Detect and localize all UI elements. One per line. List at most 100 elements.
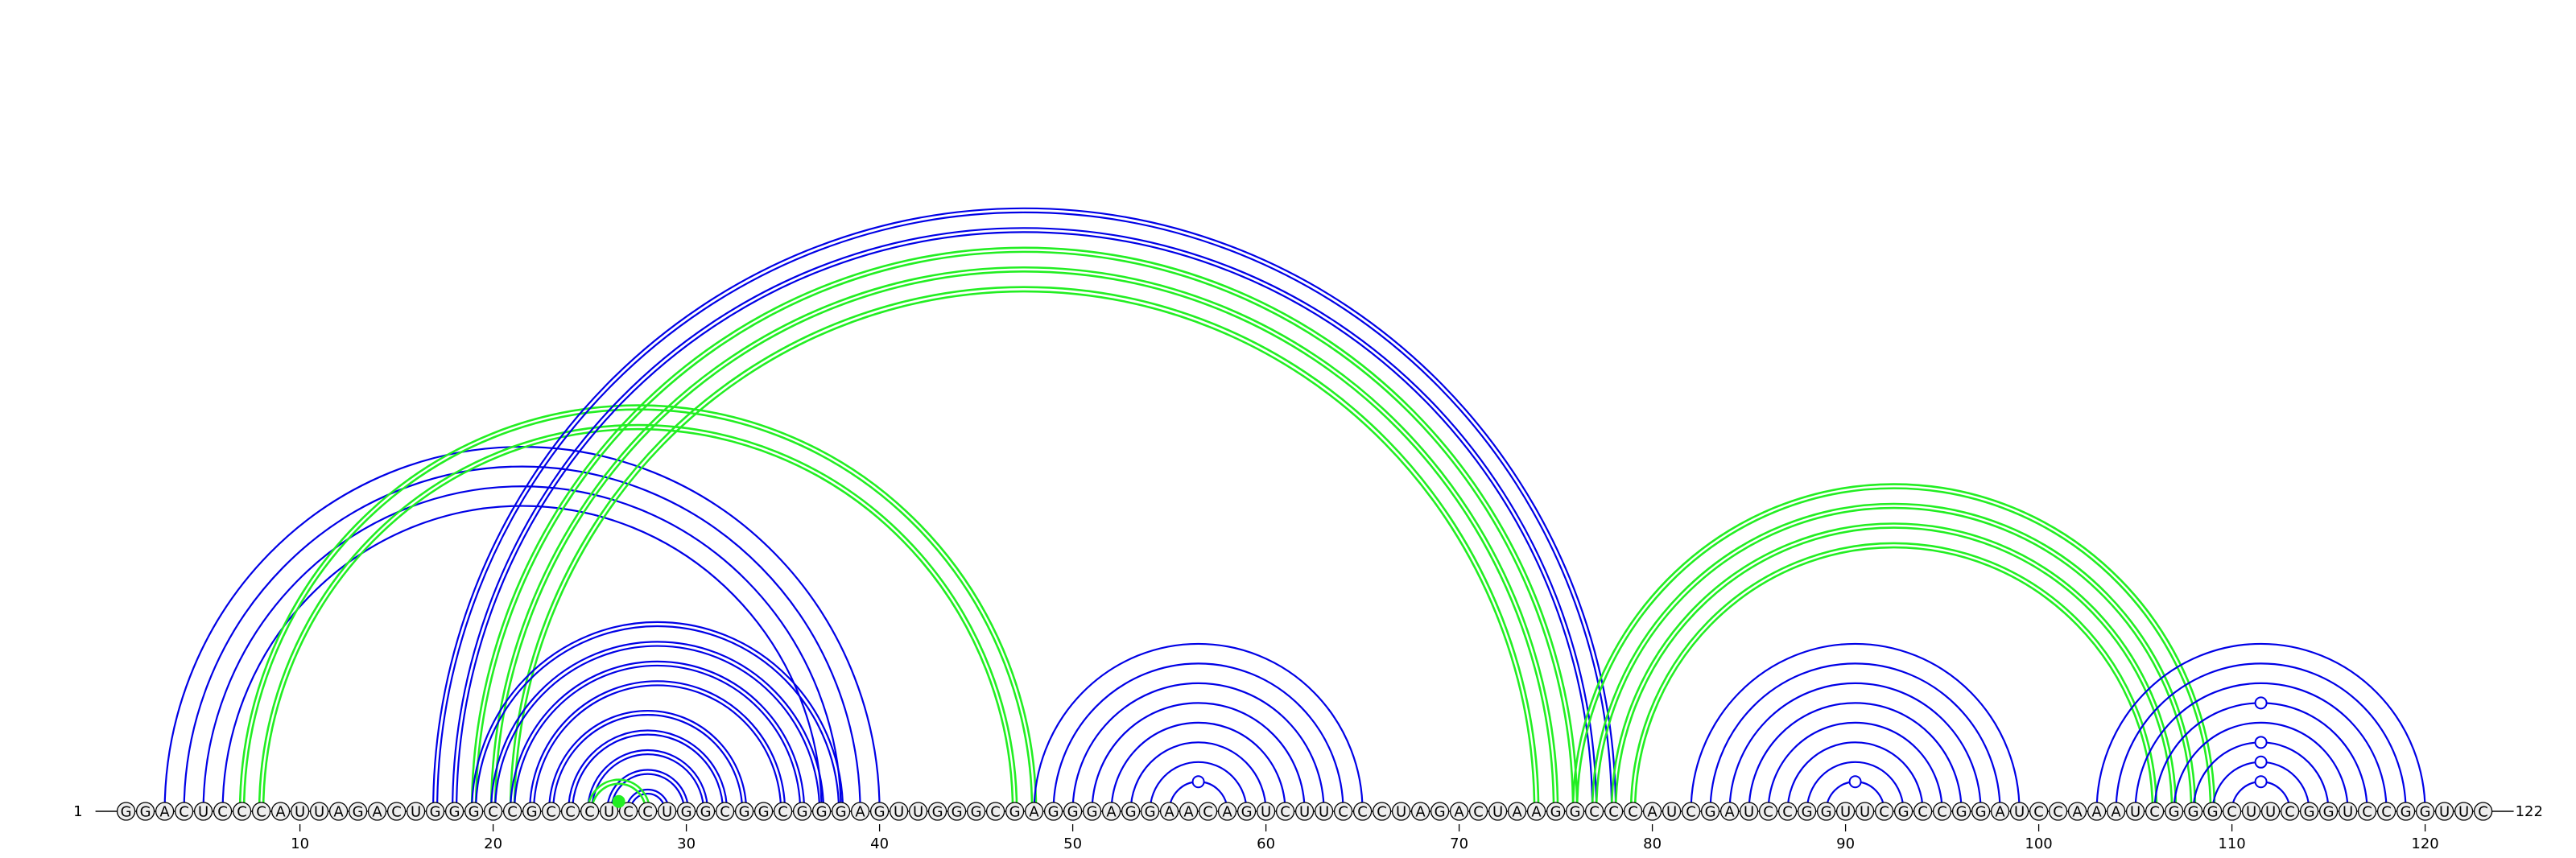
- nucleotide-81: U: [1662, 802, 1682, 821]
- nucleotide-letter: C: [1377, 804, 1387, 821]
- nucleotide-letter: U: [1261, 804, 1271, 821]
- tick-50: 50: [1063, 824, 1082, 852]
- nucleotide-circle: [1777, 802, 1798, 821]
- nucleotide-letter: C: [2033, 804, 2044, 821]
- nucleotide-30: G: [676, 802, 696, 821]
- nucleotide-circle: [1101, 802, 1121, 821]
- nucleotide-circle: [1681, 802, 1701, 821]
- nucleotide-circle: [811, 802, 832, 821]
- nucleotide-10: U: [290, 802, 310, 821]
- nucleotide-32: C: [715, 802, 735, 821]
- nucleotide-letter: C: [1879, 804, 1889, 821]
- nucleotide-circle: [908, 802, 928, 821]
- nucleotide-circle: [889, 802, 909, 821]
- nucleotide-80: A: [1642, 802, 1662, 821]
- nucleotide-letter: A: [1531, 804, 1542, 821]
- nucleotide-99: U: [2009, 802, 2029, 821]
- nucleotide-letter: U: [1744, 804, 1754, 821]
- nucleotide-107: G: [2164, 802, 2184, 821]
- nucleotide-letter: C: [391, 804, 402, 821]
- arc-blue-88-93: [1806, 761, 1905, 812]
- nucleotide-44: G: [947, 802, 967, 821]
- arc-blue-104-119: [2115, 662, 2407, 812]
- nucleotide-letter: C: [1918, 804, 1928, 821]
- nucleotide-circle: [1449, 802, 1469, 821]
- arc-blue-86-95: [1767, 721, 1943, 812]
- nucleotide-116: U: [2338, 802, 2358, 821]
- nucleotide-letter: G: [2188, 804, 2199, 821]
- nucleotide-79: C: [1623, 802, 1643, 821]
- arc-blue-105-118: [2134, 682, 2388, 812]
- arc-blue-18-77-0: [452, 227, 1598, 812]
- nucleotide-113: C: [2280, 802, 2300, 821]
- nucleotide-101: C: [2048, 802, 2068, 821]
- nucleotide-92: C: [1874, 802, 1894, 821]
- nucleotide-letter: G: [700, 804, 712, 821]
- nucleotide-letter: G: [526, 804, 538, 821]
- nucleotide-circle: [2260, 802, 2281, 821]
- nucleotide-115: G: [2318, 802, 2339, 821]
- nucleotide-circle: [1604, 802, 1624, 821]
- nucleotide-letter: C: [720, 804, 730, 821]
- nucleotide-letter: C: [1338, 804, 1348, 821]
- arc-green-79-106-0: [1629, 542, 2158, 812]
- nucleotide-circle: [1526, 802, 1546, 821]
- nucleotide-3: A: [155, 802, 175, 821]
- nucleotide-letter: G: [353, 804, 364, 821]
- nucleotide-circle: [1275, 802, 1295, 821]
- nucleotide-circle: [309, 802, 329, 821]
- nucleotide-46: C: [985, 802, 1005, 821]
- nucleotide-122: U: [2454, 802, 2474, 821]
- arc-blue-83-98: [1709, 662, 2001, 812]
- nucleotide-85: U: [1739, 802, 1759, 821]
- nucleotide-letter: U: [295, 804, 305, 821]
- nucleotide-97: G: [1971, 802, 1991, 821]
- nucleotide-61: C: [1275, 802, 1295, 821]
- nucleotide-letter: U: [1840, 804, 1851, 821]
- nucleotide-circle: [2145, 802, 2165, 821]
- arc-blue-24-32-1: [572, 733, 724, 812]
- nucleotide-89: G: [1816, 802, 1836, 821]
- nucleotide-11: U: [309, 802, 329, 821]
- nucleotide-circle: [560, 802, 580, 821]
- tick-110: 110: [2218, 824, 2246, 852]
- tick-label: 30: [677, 835, 696, 852]
- nucleotide-circle: [2473, 802, 2493, 821]
- nucleotide-circle: [1198, 802, 1218, 821]
- tick-label: 70: [1450, 835, 1468, 852]
- nucleotide-letter: G: [1550, 804, 1562, 821]
- nucleotide-circle: [1797, 802, 1817, 821]
- nucleotide-76: G: [1565, 802, 1585, 821]
- nucleotide-68: A: [1410, 802, 1430, 821]
- nucleotide-98: A: [1990, 802, 2010, 821]
- arc-blue-26-30-0: [606, 769, 690, 812]
- nucleotide-16: U: [406, 802, 426, 821]
- nucleotide-letter: U: [198, 804, 208, 821]
- nucleotide-letter: A: [855, 804, 865, 821]
- nucleotide-63: U: [1314, 802, 1334, 821]
- nucleotide-letter: A: [1164, 804, 1174, 821]
- nucleotide-circle: [1179, 802, 1199, 821]
- nucleotide-78: C: [1604, 802, 1624, 821]
- nucleotide-37: G: [811, 802, 832, 821]
- nucleotide-51: G: [1082, 802, 1102, 821]
- arc-green-79-106-1: [1633, 546, 2154, 812]
- arc-green-19-76-1: [474, 250, 1575, 812]
- nucleotide-letter: A: [1995, 804, 2005, 821]
- tick-label: 120: [2411, 835, 2438, 852]
- nucleotide-35: C: [773, 802, 793, 821]
- nucleotide-circle: [869, 802, 890, 821]
- nucleotide-circle: [618, 802, 638, 821]
- pair-marker-110-113: [2254, 775, 2268, 789]
- pair-marker-109-114: [2254, 755, 2268, 769]
- nucleotide-letter: C: [2362, 804, 2372, 821]
- nucleotide-letter: G: [1145, 804, 1156, 821]
- nucleotide-circle: [1700, 802, 1720, 821]
- nucleotide-circle: [348, 802, 368, 821]
- nucleotide-letter: C: [1782, 804, 1793, 821]
- nucleotide-24: C: [560, 802, 580, 821]
- nucleotide-circle: [1333, 802, 1353, 821]
- nucleotide-20: C: [483, 802, 503, 821]
- nucleotide-8: C: [251, 802, 271, 821]
- nucleotide-letter: G: [1435, 804, 1446, 821]
